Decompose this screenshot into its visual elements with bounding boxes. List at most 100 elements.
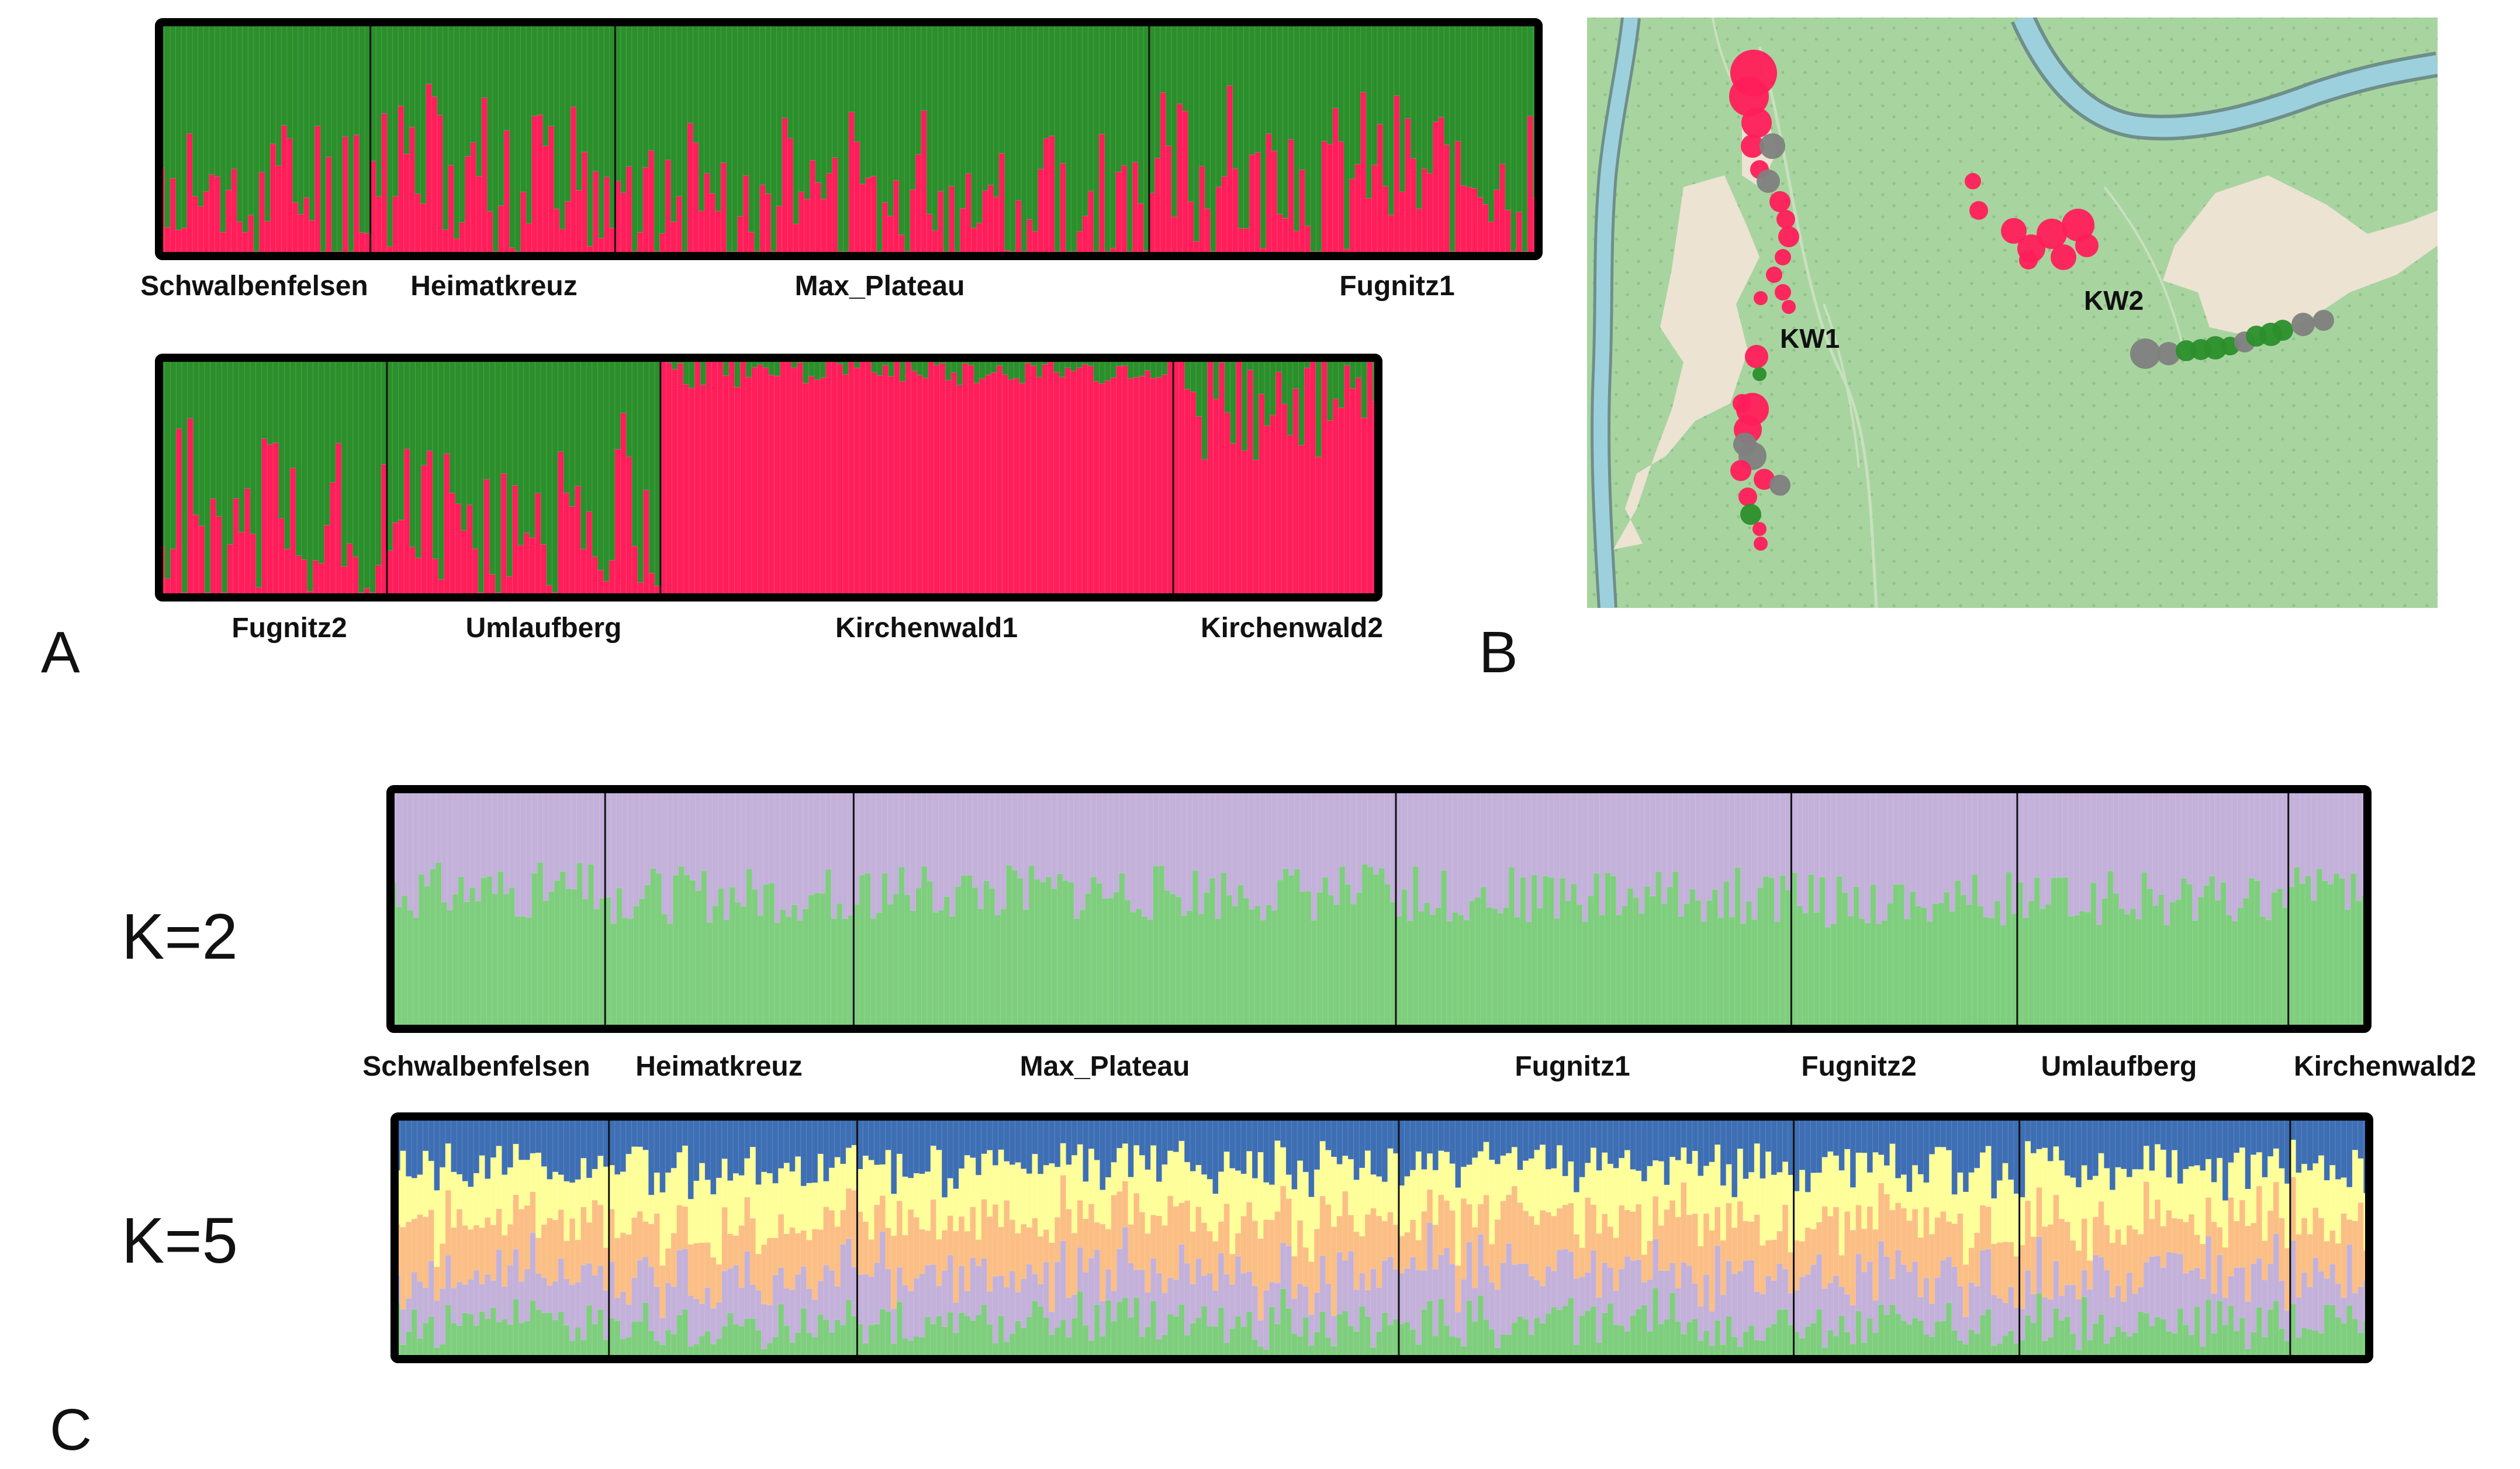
sample-point-grey <box>2157 342 2180 365</box>
bar-segment-cluster-yellow <box>2357 1158 2365 1203</box>
bar-segment-cluster-1 <box>1062 880 1069 1029</box>
bar-segment-cluster-2 <box>2214 789 2221 901</box>
bar-segment-cluster-2 <box>865 789 872 874</box>
bar-segment-cluster-orange <box>2217 1226 2223 1256</box>
bar-segment-cluster-red <box>1121 165 1128 257</box>
bar-segment-cluster-lavender <box>665 1282 672 1330</box>
bar-segment-cluster-orange <box>2177 1218 2184 1254</box>
bar-segment-cluster-lavender <box>1805 1274 1812 1327</box>
bar-segment-cluster-2 <box>915 789 922 889</box>
bar-segment-cluster-yellow <box>2296 1172 2302 1235</box>
bar-segment-cluster-blue <box>1585 1116 1591 1163</box>
bar-segment-cluster-green <box>529 357 536 538</box>
bar-segment-cluster-yellow <box>434 1190 441 1267</box>
bar-segment-cluster-green <box>689 357 696 389</box>
bar-segment-cluster-red <box>272 442 279 598</box>
bar-segment-cluster-orange <box>930 1199 937 1265</box>
bar-segment-cluster-yellow <box>1968 1172 1975 1248</box>
bar-segment-cluster-yellow <box>1223 1151 1230 1204</box>
bar-segment-cluster-green <box>1590 1306 1597 1360</box>
bar-segment-cluster-yellow <box>879 1164 886 1196</box>
bar-segment-cluster-red <box>198 526 205 598</box>
bar-segment-cluster-1 <box>1599 914 1606 1029</box>
bar-segment-cluster-red <box>503 130 510 257</box>
bar-segment-cluster-orange <box>1945 1221 1952 1257</box>
bar-segment-cluster-blue <box>2137 1116 2144 1170</box>
bar-segment-cluster-lavender <box>789 1289 796 1343</box>
bar-segment-cluster-green <box>537 22 544 115</box>
bar-segment-cluster-yellow <box>614 1174 621 1239</box>
bar-segment-cluster-lavender <box>1500 1262 1507 1335</box>
bar-segment-cluster-red <box>1173 357 1180 598</box>
bar-segment-cluster-blue <box>1743 1116 1750 1180</box>
bar-segment-cluster-2 <box>1796 789 1803 907</box>
bar-segment-cluster-green <box>1855 1310 1862 1360</box>
bar-segment-cluster-blue <box>501 1116 508 1176</box>
bar-segment-cluster-orange <box>552 1219 559 1282</box>
bar-segment-cluster-green <box>837 22 844 252</box>
bar-segment-cluster-1 <box>1605 872 1611 1029</box>
bar-segment-cluster-2 <box>2203 789 2210 886</box>
bar-segment-cluster-red <box>689 388 696 598</box>
bar-segment-cluster-green <box>896 1301 903 1360</box>
bar-segment-cluster-lavender <box>1466 1241 1473 1301</box>
bar-segment-cluster-blue <box>1443 1116 1450 1153</box>
bar-segment-cluster-2 <box>1288 789 1295 876</box>
bar-segment-cluster-green <box>269 22 276 144</box>
bar-segment-cluster-lavender <box>947 1254 954 1312</box>
bar-segment-cluster-blue <box>1737 1116 1744 1149</box>
bar-segment-cluster-blue <box>654 1116 661 1173</box>
bar-segment-cluster-2 <box>1440 789 1447 871</box>
bar-segment-cluster-green <box>1240 1326 1247 1360</box>
bar-segment-cluster-2 <box>587 789 594 865</box>
bar-segment-cluster-green <box>437 22 444 116</box>
bar-segment-cluster-blue <box>998 1116 1005 1150</box>
bar-segment-cluster-green <box>1381 1312 1388 1360</box>
bar-segment-cluster-green <box>676 1315 683 1360</box>
bar-segment-cluster-red <box>1382 186 1389 257</box>
bar-segment-cluster-blue <box>879 1116 886 1165</box>
bar-segment-cluster-blue <box>1923 1116 1930 1183</box>
bar-segment-cluster-orange <box>417 1214 424 1282</box>
bar-segment-cluster-green <box>479 1311 486 1360</box>
bar-segment-cluster-2 <box>859 789 866 876</box>
bar-segment-cluster-orange <box>1466 1204 1473 1243</box>
bar-segment-cluster-green <box>2194 1306 2201 1360</box>
bar-segment-cluster-green <box>470 22 477 143</box>
sample-point-grey <box>1759 133 1785 159</box>
bar-segment-cluster-yellow <box>744 1157 751 1198</box>
bar-segment-cluster-lavender <box>1979 1250 1986 1316</box>
bar-segment-cluster-1 <box>1045 876 1052 1029</box>
bar-segment-cluster-green <box>1026 1316 1033 1360</box>
bar-segment-cluster-1 <box>2197 896 2204 1029</box>
bar-segment-cluster-red <box>631 545 638 598</box>
bar-segment-cluster-orange <box>1720 1240 1727 1295</box>
bar-segment-cluster-1 <box>1554 918 1561 1029</box>
bar-segment-cluster-yellow <box>1793 1191 1800 1241</box>
bar-segment-cluster-lavender <box>2092 1254 2099 1324</box>
bar-segment-cluster-1 <box>464 901 471 1029</box>
bar-segment-cluster-red <box>1287 434 1294 598</box>
bar-segment-cluster-orange <box>2296 1233 2302 1298</box>
bar-segment-cluster-1 <box>2045 903 2052 1029</box>
bar-segment-cluster-2 <box>1039 789 1046 883</box>
bar-segment-cluster-yellow <box>817 1153 824 1230</box>
bar-segment-cluster-lavender <box>2137 1287 2144 1312</box>
bar-segment-cluster-2 <box>2186 789 2193 884</box>
bar-segment-cluster-green <box>453 22 460 239</box>
bar-segment-cluster-1 <box>1260 920 1267 1029</box>
bar-segment-cluster-2 <box>1333 789 1340 905</box>
bar-segment-cluster-yellow <box>1229 1167 1236 1254</box>
bar-segment-cluster-blue <box>1139 1116 1146 1156</box>
bar-segment-cluster-orange <box>2222 1247 2229 1298</box>
bar-segment-cluster-orange <box>947 1215 954 1256</box>
group-label: Fugnitz1 <box>1515 1051 1630 1082</box>
bar-segment-cluster-yellow <box>1855 1152 1862 1205</box>
bar-segment-cluster-lavender <box>1015 1291 1022 1321</box>
bar-segment-cluster-2 <box>1644 789 1651 887</box>
bar-segment-cluster-2 <box>1226 789 1233 896</box>
bar-segment-cluster-green <box>1866 1318 1873 1360</box>
bar-segment-cluster-green <box>1438 1298 1444 1360</box>
bar-segment-cluster-green <box>448 22 455 166</box>
bar-segment-cluster-lavender <box>699 1303 706 1336</box>
